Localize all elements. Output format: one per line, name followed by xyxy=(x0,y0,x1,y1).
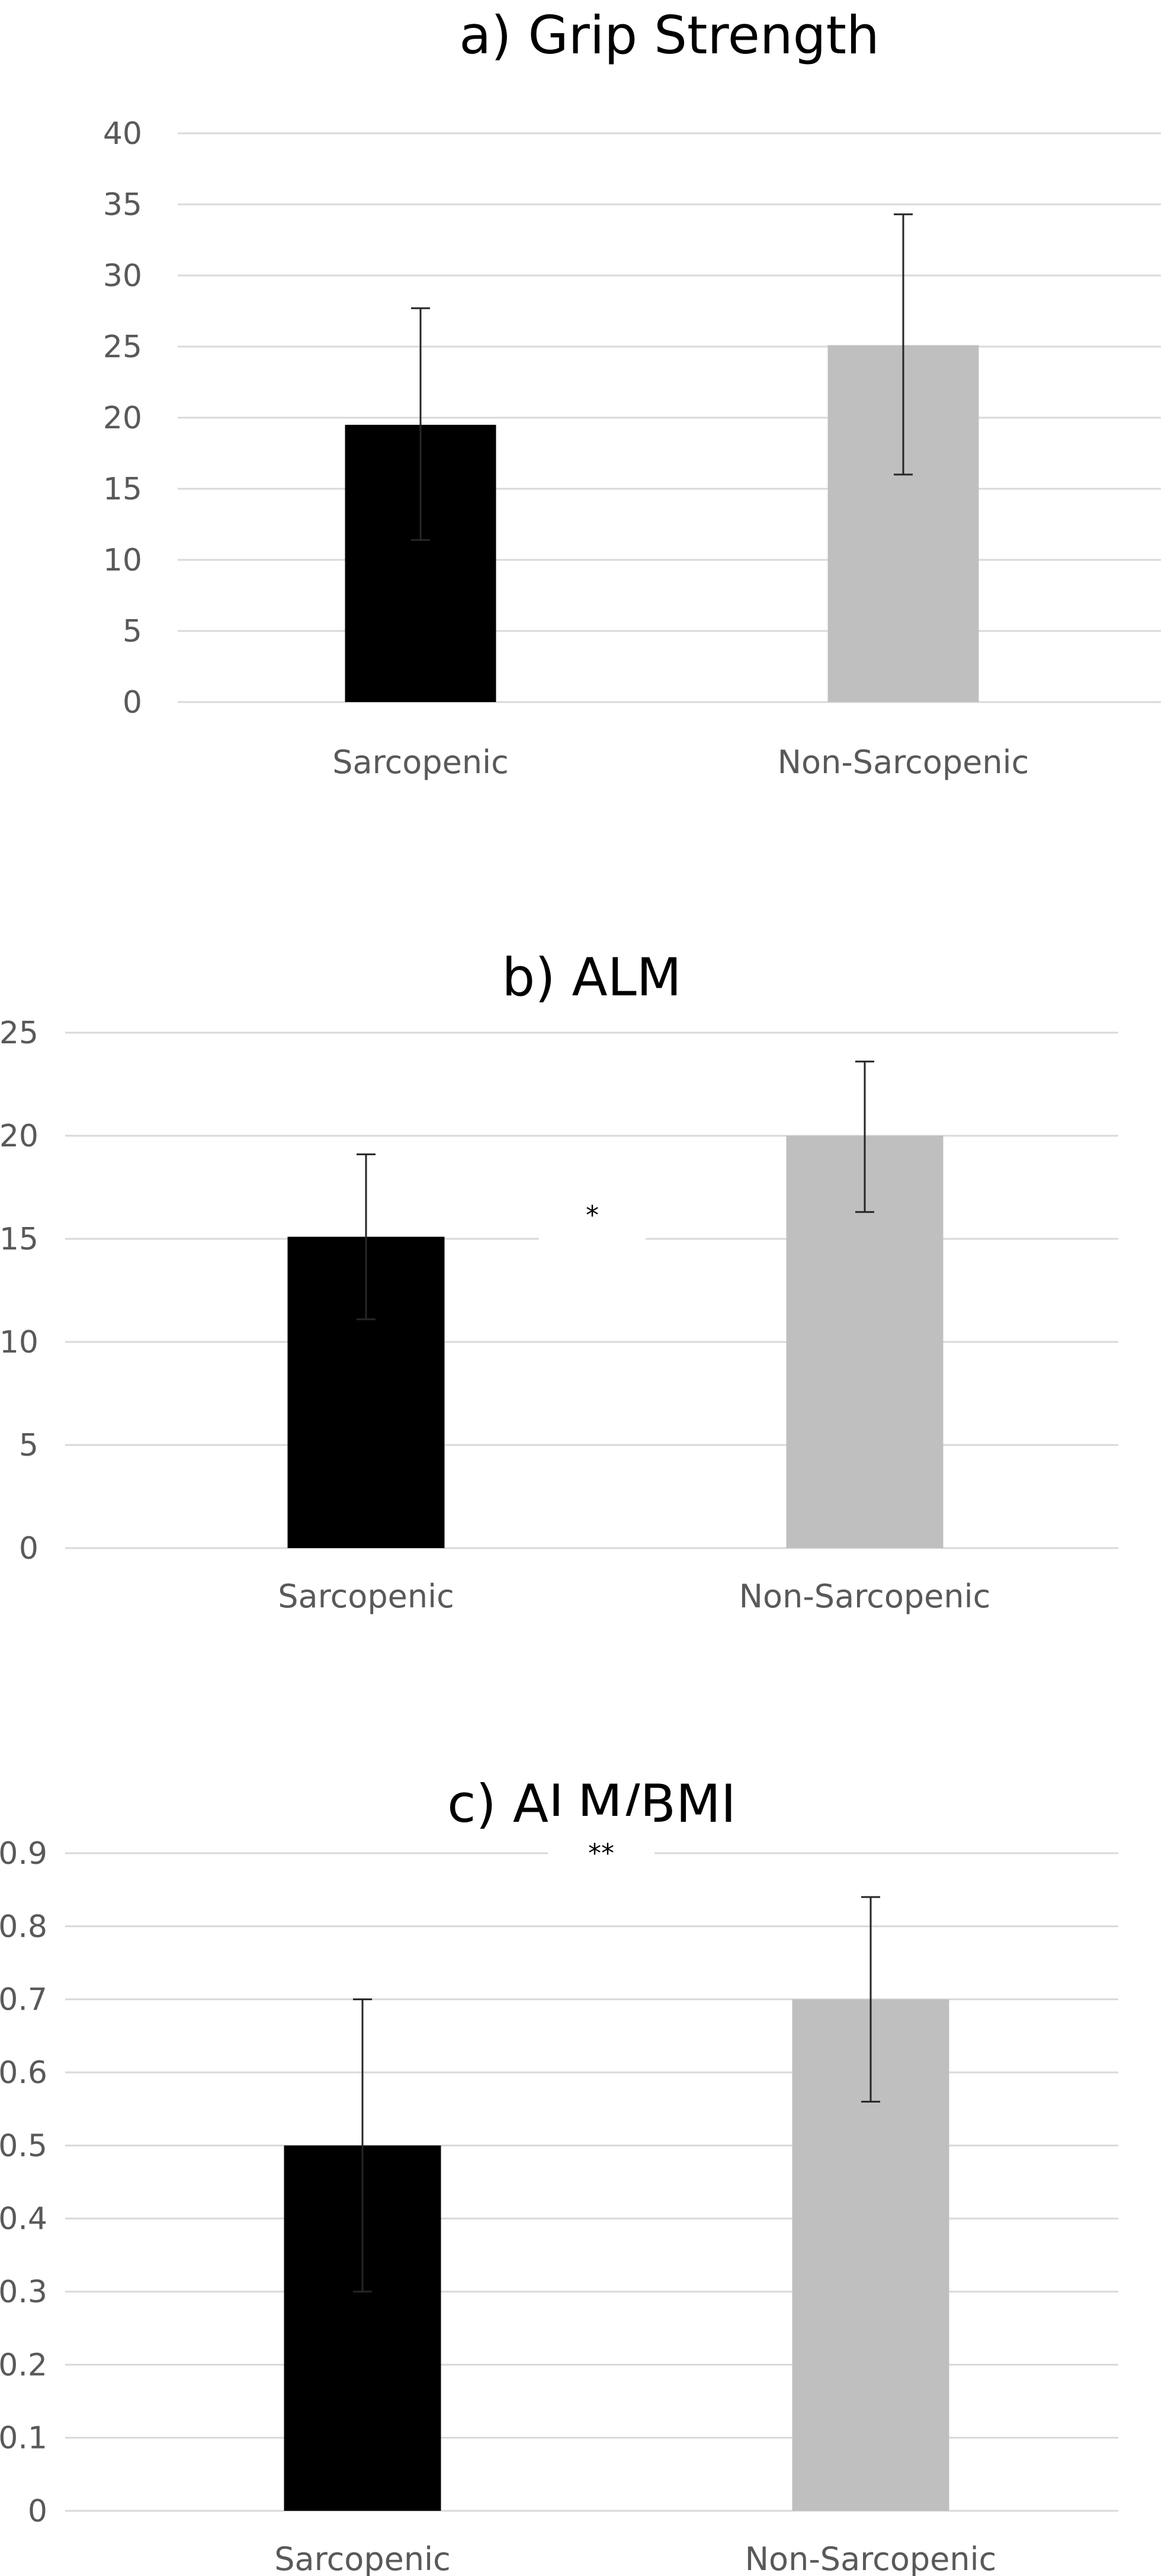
y-tick-label: 0 xyxy=(123,685,142,720)
y-tick-label: 0.2 xyxy=(0,2347,47,2383)
y-tick-label: 10 xyxy=(103,543,142,578)
significance-annotation: * xyxy=(586,1200,599,1231)
y-tick-label: 5 xyxy=(19,1428,38,1463)
category-label: Non-Sarcopenic xyxy=(778,744,1029,781)
y-tick-label: 15 xyxy=(103,472,142,507)
category-label: Non-Sarcopenic xyxy=(745,2540,997,2576)
category-label: Non-Sarcopenic xyxy=(739,1578,991,1615)
error-bar xyxy=(411,307,430,541)
y-tick-label: 0.5 xyxy=(0,2128,47,2164)
y-tick-label: 0.7 xyxy=(0,1982,47,2018)
y-tick-label: 0 xyxy=(28,2494,47,2529)
error-bar xyxy=(855,1060,874,1213)
y-tick-label: 0.3 xyxy=(0,2274,47,2310)
y-tick-label: 0.4 xyxy=(0,2202,47,2237)
y-tick-label: 15 xyxy=(0,1222,38,1257)
annotation-background xyxy=(539,1178,646,1249)
error-bar xyxy=(894,213,913,476)
y-tick-label: 40 xyxy=(103,116,142,152)
y-tick-label: 30 xyxy=(103,258,142,294)
y-tick-label: 0.8 xyxy=(0,1909,47,1944)
y-tick-label: 10 xyxy=(0,1325,38,1360)
error-bar xyxy=(353,1998,372,2293)
error-bar xyxy=(861,1896,880,2103)
y-tick-label: 0.9 xyxy=(0,1836,47,1872)
chart-panel-2: b) ALM 0 5 10 15 20 25 Sarcopenic Non-Sarcopenic… xyxy=(0,947,1118,1615)
chart-panel-1: a) Grip Strength 0 5 10 15 20 25 30 35 40 Sarcopen… xyxy=(103,5,1161,781)
chart-panel-3: c) ALM/BMI00.10.20.30.40.50.60.70.80.9Sa… xyxy=(0,1773,1118,2576)
y-tick-label: 35 xyxy=(103,187,142,223)
chart-title: a) Grip Strength xyxy=(459,5,880,66)
y-tick-label: 0 xyxy=(19,1531,38,1566)
y-tick-label: 0.1 xyxy=(0,2421,47,2456)
y-tick-label: 25 xyxy=(0,1015,38,1051)
chart-title: b) ALM xyxy=(502,947,681,1008)
y-tick-label: 20 xyxy=(103,401,142,436)
significance-annotation: ** xyxy=(588,1838,614,1869)
y-tick-label: 5 xyxy=(123,614,142,649)
annotation-background xyxy=(548,1816,654,1887)
category-label: Sarcopenic xyxy=(278,1578,454,1615)
category-label: Sarcopenic xyxy=(274,2540,451,2576)
y-tick-label: 25 xyxy=(103,329,142,365)
error-bar xyxy=(357,1153,376,1321)
y-tick-label: 20 xyxy=(0,1119,38,1154)
y-tick-label: 0.6 xyxy=(0,2055,47,2091)
category-label: Sarcopenic xyxy=(332,744,509,781)
